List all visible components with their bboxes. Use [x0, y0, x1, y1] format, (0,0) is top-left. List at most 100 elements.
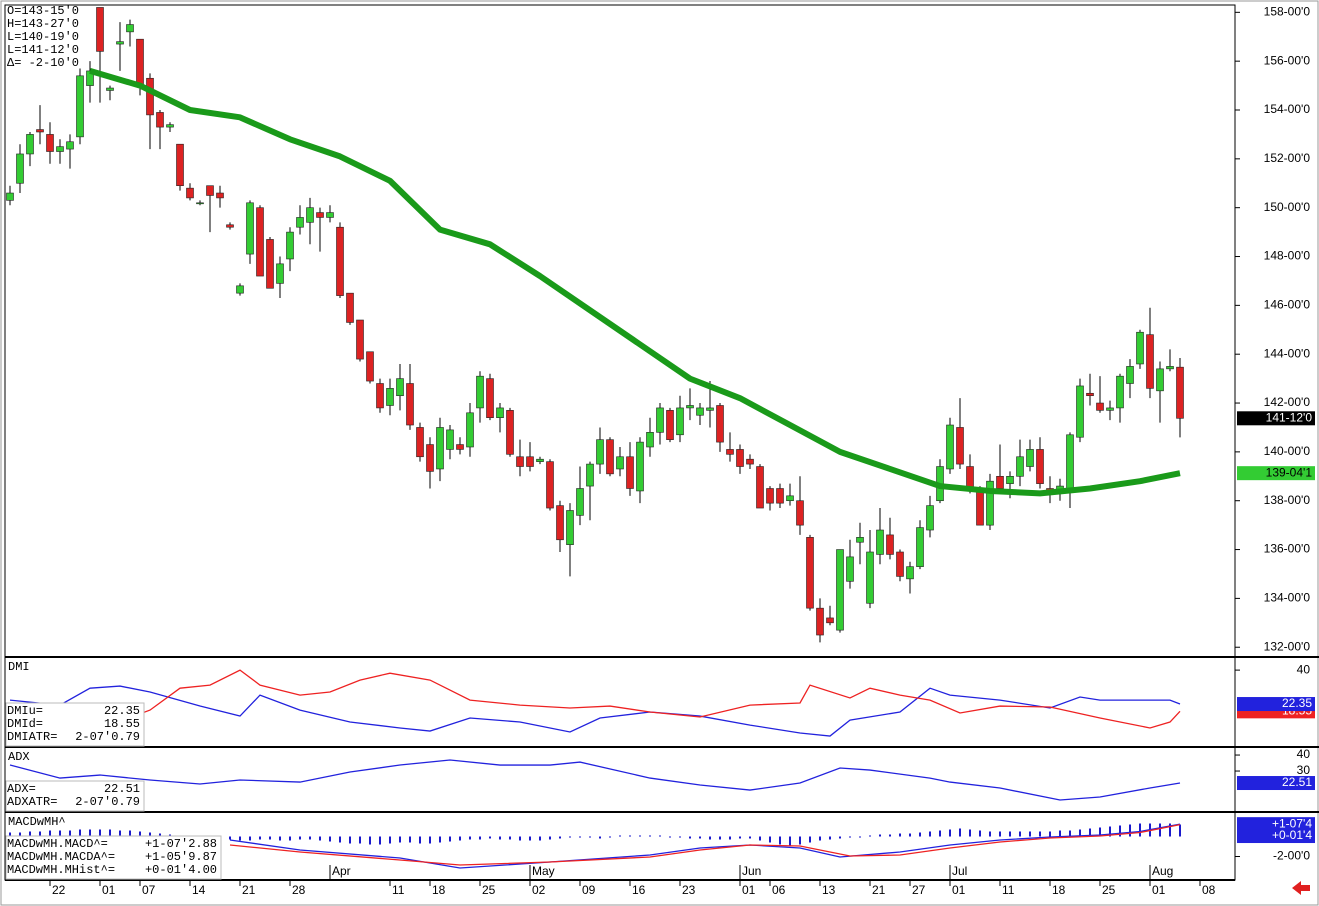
y-tick-label: 154-00'0	[1264, 102, 1311, 116]
candle-body	[196, 202, 204, 205]
candle-body	[426, 444, 434, 472]
candle-body	[1126, 366, 1134, 384]
candle-body	[56, 146, 64, 152]
x-tick-label: 11	[392, 883, 405, 897]
month-label: Jul	[952, 864, 967, 878]
x-tick-label: 14	[192, 883, 206, 897]
x-tick-label: 08	[1202, 883, 1216, 897]
readout-value: 2-07'0.79	[75, 730, 140, 744]
y-tick-label: 134-00'0	[1264, 591, 1311, 605]
candle-body	[36, 129, 44, 133]
x-tick-label: 22	[52, 883, 66, 897]
value-tag-label: 22.51	[1282, 775, 1312, 789]
candle-body	[186, 187, 194, 199]
candle-body	[456, 444, 464, 450]
readout-value: 22.51	[104, 782, 140, 796]
x-tick-label: 25	[482, 883, 496, 897]
readout-value: 2-07'0.79	[75, 795, 140, 809]
candle-body	[226, 224, 234, 228]
readout-label: MACDwMH.MACDA^=	[7, 850, 115, 864]
x-tick-label: 21	[242, 883, 256, 897]
candle-body	[306, 207, 314, 223]
panel-title: ADX	[8, 750, 30, 764]
candle-body	[156, 112, 164, 128]
candle-body	[326, 212, 334, 218]
x-tick-label: 25	[1102, 883, 1116, 897]
candle-body	[656, 407, 664, 433]
value-tag	[1237, 411, 1315, 426]
candle-body	[916, 527, 924, 567]
candle-body	[1146, 334, 1154, 389]
readout-label: DMId=	[7, 717, 43, 731]
candle-body	[1106, 407, 1114, 411]
indicator-line	[9, 685, 1181, 737]
indicator-line	[229, 823, 1181, 869]
x-tick-label: 21	[872, 883, 886, 897]
candle-body	[616, 456, 624, 470]
candle-body	[136, 38, 144, 86]
candle-body	[446, 429, 454, 450]
scroll-arrow[interactable]	[1292, 881, 1310, 895]
readout-value: 22.35	[104, 704, 140, 718]
candle-body	[666, 410, 674, 440]
candle-body	[206, 185, 214, 196]
value-tag-label: 141-12'0	[1266, 410, 1313, 424]
candle-body	[956, 427, 964, 465]
candle-body	[106, 87, 114, 91]
x-tick-label: 09	[582, 883, 596, 897]
candle-body	[166, 124, 174, 128]
candle-body	[686, 405, 694, 409]
candle-body	[266, 239, 274, 289]
candle-body	[386, 388, 394, 406]
candle-body	[1136, 331, 1144, 365]
y-tick-label: 132-00'0	[1264, 639, 1311, 653]
candle-body	[676, 407, 684, 436]
ohlc-readout: Δ= -2-10'0	[7, 56, 79, 70]
candle-body	[856, 537, 864, 543]
candle-body	[896, 551, 904, 577]
candle-body	[536, 458, 544, 462]
x-tick-label: 07	[142, 883, 156, 897]
candle-body	[146, 77, 154, 116]
candle-body	[346, 292, 354, 323]
x-tick-label: 06	[772, 883, 786, 897]
x-tick-label: 01	[952, 883, 966, 897]
value-tag-label: +1-07'4	[1272, 816, 1312, 830]
candle-body	[286, 231, 294, 260]
candle-body	[736, 449, 744, 467]
candle-body	[1026, 449, 1034, 467]
x-tick-label: 23	[682, 883, 696, 897]
candle-body	[46, 134, 54, 152]
candle-body	[976, 488, 984, 526]
readout-label: DMIu=	[7, 704, 43, 718]
x-tick-label: 02	[532, 883, 546, 897]
month-label: Apr	[332, 864, 351, 878]
candle-body	[876, 529, 884, 555]
candle-body	[1116, 375, 1124, 409]
indicator-line	[9, 759, 1181, 801]
ohlc-readout: L=140-19'0	[7, 30, 79, 44]
candle-body	[216, 192, 224, 199]
readout-label: DMIATR=	[7, 730, 57, 744]
readout-box	[5, 780, 145, 812]
candle-body	[16, 153, 24, 184]
readout-box	[5, 702, 145, 747]
candle-body	[816, 607, 824, 636]
candle-body	[756, 466, 764, 509]
candle-body	[586, 463, 594, 487]
x-tick-label: 13	[822, 883, 836, 897]
candle-body	[806, 537, 814, 609]
candle-body	[436, 427, 444, 470]
ohlc-readout: O=143-15'0	[7, 4, 79, 18]
x-tick-label: 18	[432, 883, 446, 897]
candle-body	[646, 432, 654, 448]
candle-body	[66, 141, 74, 150]
candle-body	[946, 424, 954, 470]
ohlc-readout: H=143-27'0	[7, 17, 79, 31]
candle-body	[746, 458, 754, 465]
readout-label: ADXATR=	[7, 795, 57, 809]
readout-label: ADX=	[7, 782, 36, 796]
x-tick-label: 01	[742, 883, 756, 897]
x-tick-label: 11	[1002, 883, 1015, 897]
